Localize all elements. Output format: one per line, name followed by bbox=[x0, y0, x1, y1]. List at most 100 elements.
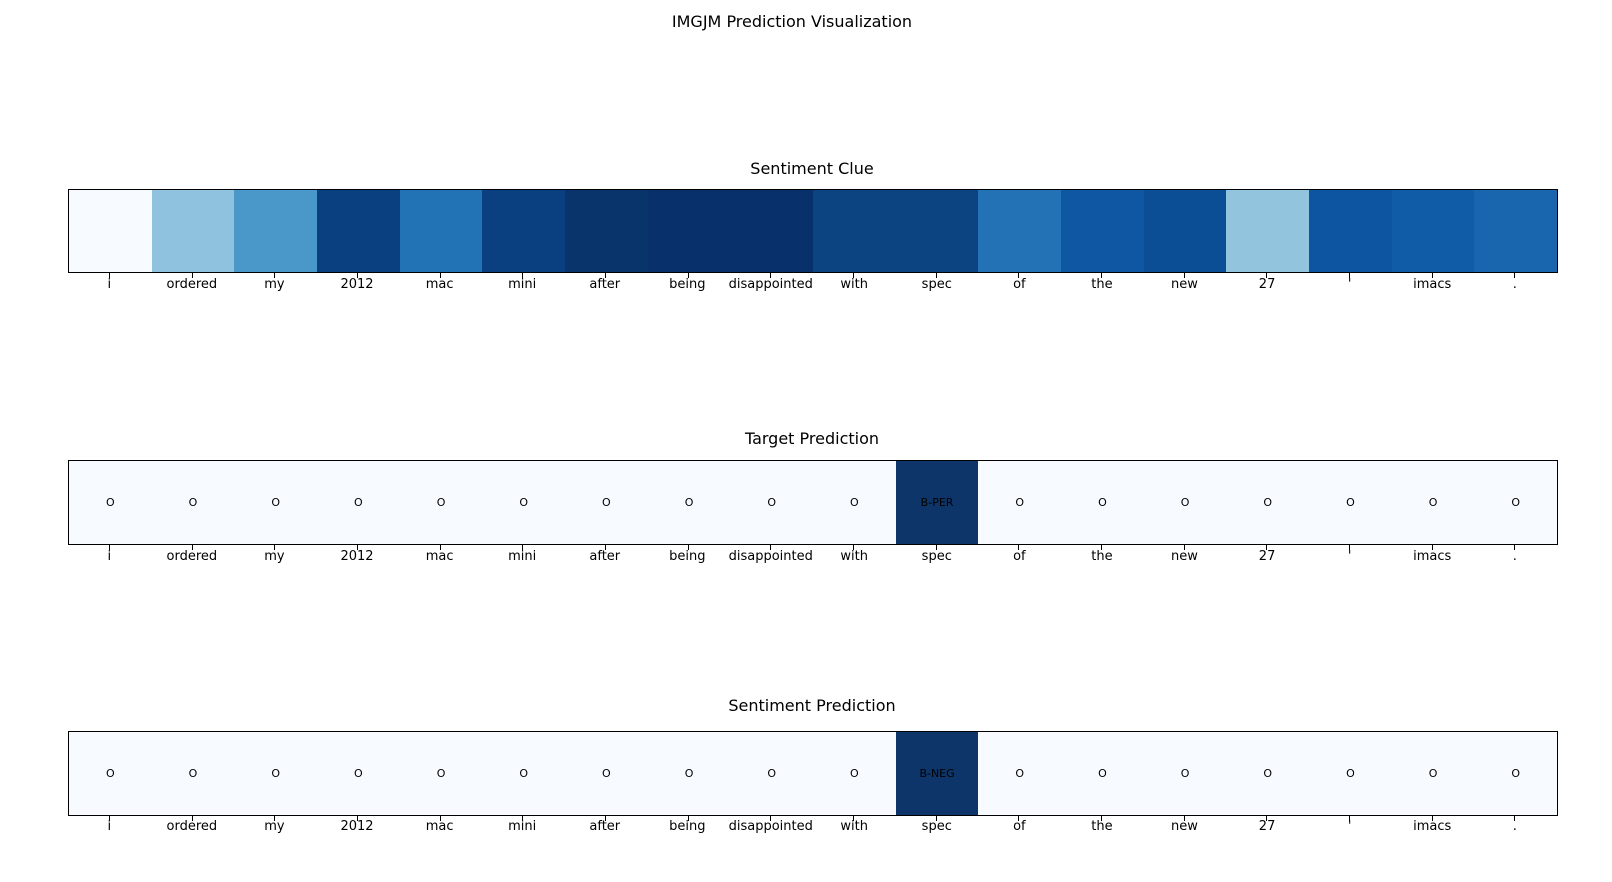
axis-tick-slot bbox=[564, 545, 647, 550]
token-label: 2012 bbox=[340, 549, 374, 564]
heatmap-cell: O bbox=[234, 732, 318, 815]
axis-tick bbox=[522, 816, 524, 821]
axis-tick bbox=[356, 545, 358, 550]
heatmap-cell: O bbox=[69, 461, 152, 544]
axis-tick bbox=[108, 545, 110, 550]
token-label: my bbox=[264, 277, 285, 292]
axis-tick-slot bbox=[1143, 273, 1226, 278]
heatmap-cell: O bbox=[151, 461, 235, 544]
axis-tick bbox=[1183, 816, 1185, 821]
heatmap-cell: O bbox=[813, 732, 896, 815]
heatmap-cell bbox=[813, 190, 896, 272]
heatmap-cell bbox=[730, 190, 814, 272]
axis-tick bbox=[935, 545, 937, 550]
axis-tick-slot bbox=[481, 273, 564, 278]
axis-tick-slot bbox=[68, 273, 151, 278]
token-label: imacs bbox=[1413, 277, 1452, 292]
cell-label: O bbox=[519, 496, 529, 509]
axis-tick-slot bbox=[977, 273, 1060, 278]
token-label: spec bbox=[921, 819, 952, 834]
axis-tick bbox=[191, 816, 193, 821]
cell-label: O bbox=[767, 496, 777, 509]
axis-tick bbox=[191, 273, 193, 278]
axis-tick-slot bbox=[1391, 273, 1474, 278]
cell-label: O bbox=[354, 496, 363, 509]
cell-label: O bbox=[850, 496, 859, 509]
axis-tick bbox=[1514, 273, 1516, 278]
axis-tick bbox=[274, 816, 276, 821]
axis-tick bbox=[1018, 545, 1020, 550]
heatmap-cell: O bbox=[1309, 732, 1392, 815]
axis-tick-slot bbox=[316, 545, 399, 550]
token-label: . bbox=[1512, 819, 1517, 834]
axis-tick bbox=[108, 273, 110, 278]
axis-tick-slot bbox=[151, 545, 234, 550]
heatmap-cell: O bbox=[399, 732, 483, 815]
token-label: ' bbox=[1347, 277, 1352, 292]
axis-tick bbox=[1431, 545, 1433, 550]
heatmap-cell: O bbox=[1391, 732, 1475, 815]
axis-tick-row bbox=[68, 273, 1556, 278]
token-label: disappointed bbox=[728, 819, 813, 834]
token-label: disappointed bbox=[728, 277, 813, 292]
axis-tick bbox=[770, 545, 772, 550]
axis-tick-slot bbox=[1473, 816, 1556, 821]
axis-tick-slot bbox=[812, 273, 895, 278]
axis-tick bbox=[522, 273, 524, 278]
axis-tick bbox=[1348, 273, 1350, 278]
heatmap-cell: O bbox=[482, 461, 566, 544]
axis-tick-slot bbox=[1060, 273, 1143, 278]
cell-label: O bbox=[1346, 767, 1355, 780]
axis-tick bbox=[604, 273, 606, 278]
axis-tick-slot bbox=[1060, 816, 1143, 821]
token-label: of bbox=[1013, 277, 1026, 292]
heatmap-cell: O bbox=[730, 461, 814, 544]
token-label: the bbox=[1091, 277, 1113, 292]
cell-label: O bbox=[354, 767, 363, 780]
token-label: mac bbox=[425, 549, 454, 564]
token-label: after bbox=[589, 819, 621, 834]
heatmap-row: O O O O O O O O O O B-PER O O O O O O O bbox=[68, 460, 1558, 545]
axis-tick-slot bbox=[1060, 545, 1143, 550]
axis-tick-slot bbox=[564, 273, 647, 278]
token-label-row: i ordered my 2012 mac mini after being disappoin… bbox=[68, 277, 1556, 293]
token-label: spec bbox=[921, 277, 952, 292]
heatmap-cell: O bbox=[978, 732, 1062, 815]
heatmap-row bbox=[68, 189, 1558, 273]
heatmap-cell: O bbox=[1309, 461, 1392, 544]
axis-tick bbox=[852, 545, 854, 550]
axis-tick bbox=[439, 545, 441, 550]
heatmap-cell bbox=[1309, 190, 1392, 272]
axis-tick bbox=[1514, 816, 1516, 821]
cell-label: O bbox=[684, 496, 694, 509]
heatmap-cell bbox=[1061, 190, 1144, 272]
axis-tick-slot bbox=[977, 816, 1060, 821]
axis-tick bbox=[687, 273, 689, 278]
axis-tick-slot bbox=[68, 545, 151, 550]
axis-tick bbox=[1514, 545, 1516, 550]
token-label: i bbox=[107, 819, 112, 834]
axis-tick bbox=[356, 273, 358, 278]
cell-label: B-NEG bbox=[919, 767, 955, 780]
heatmap-cell: B-PER bbox=[895, 461, 979, 544]
token-label: ordered bbox=[166, 549, 218, 564]
token-label: being bbox=[669, 549, 706, 564]
token-label: ' bbox=[1347, 819, 1352, 834]
cell-label: O bbox=[106, 767, 115, 780]
token-label: 27 bbox=[1258, 549, 1276, 564]
axis-tick-slot bbox=[647, 816, 730, 821]
cell-label: O bbox=[436, 496, 446, 509]
cell-label: O bbox=[188, 496, 198, 509]
heatmap-cell: O bbox=[647, 461, 731, 544]
cell-label: O bbox=[1428, 496, 1438, 509]
heatmap-cell: O bbox=[399, 461, 483, 544]
axis-tick-slot bbox=[399, 816, 482, 821]
heatmap-cell: O bbox=[1226, 461, 1310, 544]
heatmap-cell bbox=[1391, 190, 1475, 272]
cell-label: O bbox=[1346, 496, 1355, 509]
axis-tick-slot bbox=[1143, 816, 1226, 821]
cell-label: O bbox=[767, 767, 777, 780]
token-label: imacs bbox=[1413, 819, 1452, 834]
axis-tick-slot bbox=[481, 545, 564, 550]
cell-label: O bbox=[1263, 496, 1273, 509]
